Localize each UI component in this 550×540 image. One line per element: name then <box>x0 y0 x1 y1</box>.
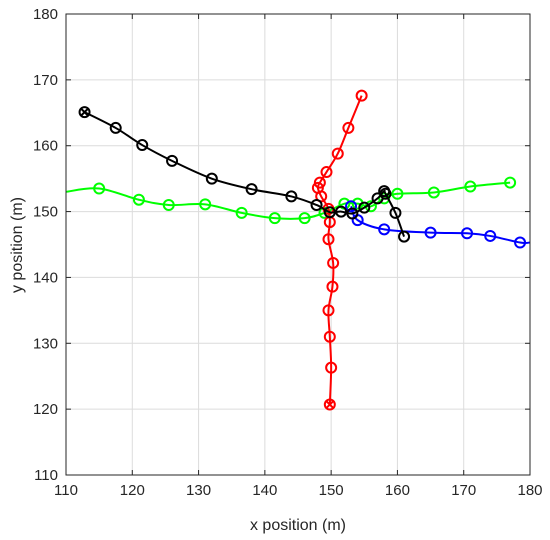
y-tick-label: 180 <box>33 6 58 23</box>
data-point <box>326 280 339 293</box>
x-tick-label: 140 <box>252 482 277 499</box>
x-axis-ticks: 110 120 130 140 150 160 170 180 <box>54 14 543 499</box>
series-line <box>316 95 363 405</box>
data-point <box>166 154 179 167</box>
start-marker <box>325 400 335 409</box>
data-point <box>355 89 368 102</box>
data-point <box>461 227 474 240</box>
y-tick-label: 110 <box>34 467 58 484</box>
data-point <box>345 200 358 213</box>
data-point <box>323 206 336 219</box>
series-line <box>84 111 405 237</box>
data-point <box>313 176 326 189</box>
data-point <box>322 233 335 246</box>
x-tick-label: 110 <box>54 482 78 499</box>
data-point <box>331 147 344 160</box>
data-point <box>310 198 323 211</box>
data-point <box>245 183 258 196</box>
y-tick-label: 150 <box>33 204 58 221</box>
data-point <box>504 176 517 189</box>
data-point <box>199 198 212 211</box>
data-point <box>342 121 355 134</box>
data-point <box>325 361 338 374</box>
y-tick-label: 160 <box>33 138 58 155</box>
start-marker <box>80 107 89 117</box>
y-axis-ticks: 110 120 130 140 150 160 170 180 <box>33 6 530 484</box>
data-point <box>132 193 145 206</box>
y-tick-label: 170 <box>33 72 58 89</box>
y-tick-label: 130 <box>33 335 58 352</box>
series-3 <box>78 106 411 243</box>
data-point <box>484 229 497 242</box>
x-tick-label: 160 <box>385 482 410 499</box>
x-tick-label: 180 <box>517 482 542 499</box>
series-2 <box>311 89 368 411</box>
data-point <box>464 180 477 193</box>
data-point <box>378 223 391 236</box>
y-tick-label: 140 <box>33 269 58 286</box>
series-1 <box>345 200 531 249</box>
data-point <box>162 198 175 211</box>
x-tick-label: 120 <box>120 482 145 499</box>
data-point <box>323 398 336 411</box>
data-point <box>109 121 122 134</box>
data-point <box>391 187 404 200</box>
data-point <box>320 166 333 179</box>
data-point <box>285 190 298 203</box>
data-point <box>323 330 336 343</box>
data-point <box>136 139 149 152</box>
data-point <box>427 186 440 199</box>
data-point <box>322 304 335 317</box>
x-axis-label: x position (m) <box>250 517 346 534</box>
y-axis-label: y position (m) <box>9 197 26 293</box>
data-point <box>327 256 340 269</box>
data-point <box>398 230 411 243</box>
data-point <box>514 236 527 249</box>
plot-area <box>66 14 530 475</box>
data-point <box>358 201 371 214</box>
x-tick-label: 170 <box>451 482 476 499</box>
data-point <box>268 212 281 225</box>
data-point <box>205 172 218 185</box>
series-line <box>350 205 531 245</box>
data-point <box>235 206 248 219</box>
data-point <box>424 226 437 239</box>
data-point <box>78 106 91 119</box>
data-point <box>311 181 324 194</box>
data-point <box>389 206 402 219</box>
axes-box <box>65 13 531 476</box>
x-tick-label: 130 <box>186 482 211 499</box>
data-point <box>93 182 106 195</box>
series-layer <box>65 89 531 411</box>
x-tick-label: 150 <box>319 482 344 499</box>
data-point <box>298 212 311 225</box>
data-point <box>335 205 348 218</box>
data-point <box>379 187 392 200</box>
y-tick-label: 120 <box>33 401 58 418</box>
data-point <box>346 207 359 220</box>
